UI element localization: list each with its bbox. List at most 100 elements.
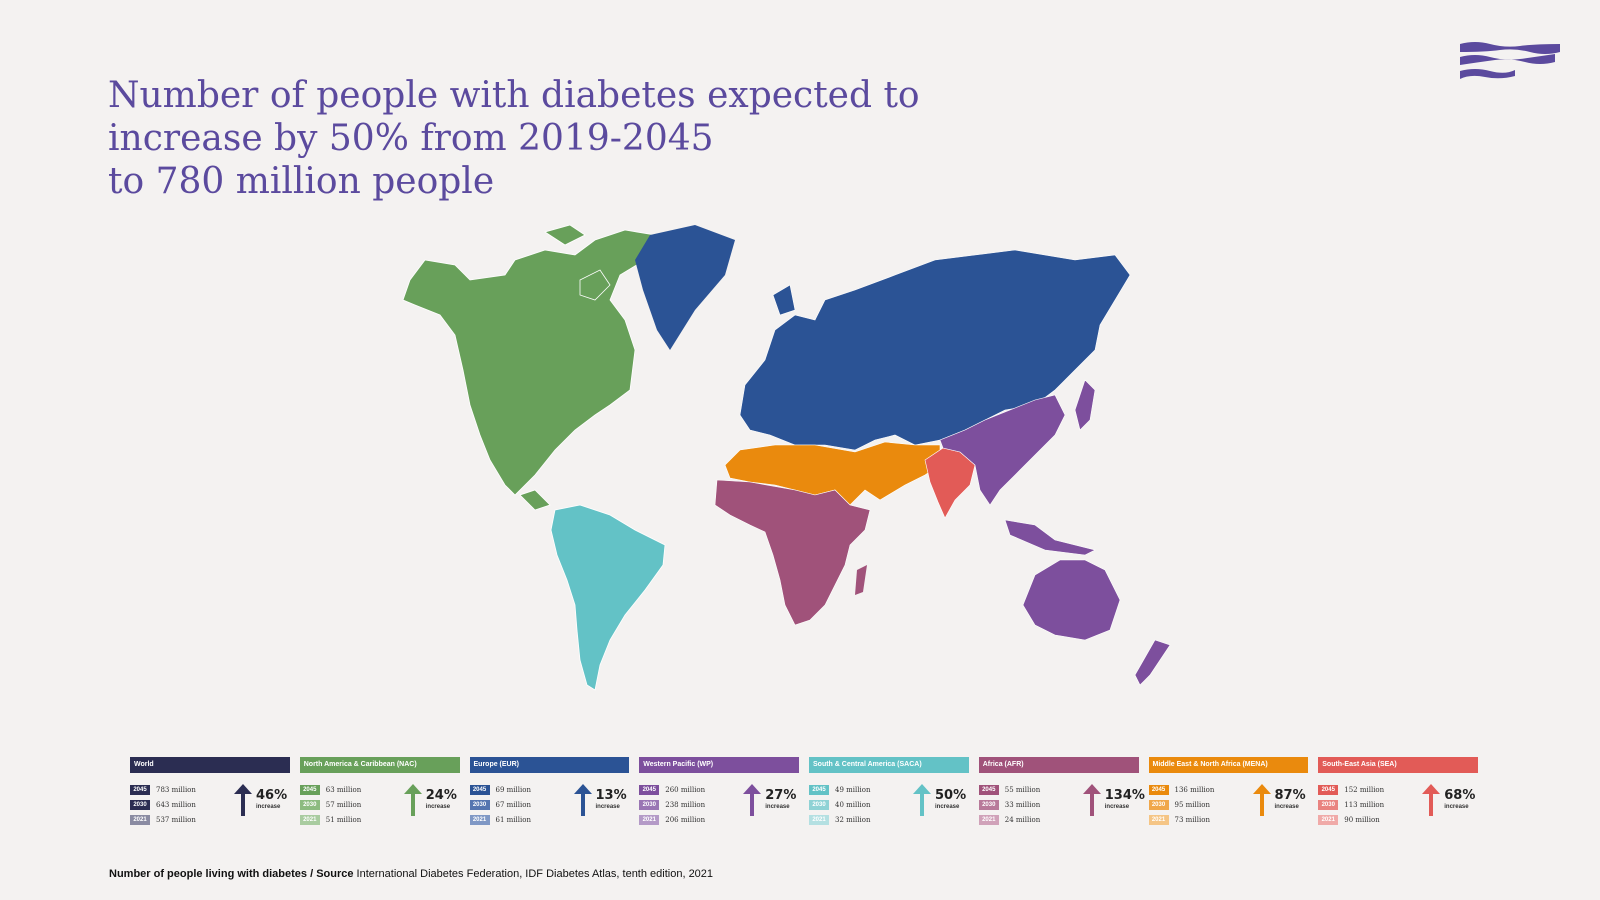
year-badge: 2045 bbox=[130, 784, 150, 795]
year-badge: 2045 bbox=[639, 784, 660, 795]
value: 152 million bbox=[1344, 785, 1385, 794]
increase-label: increase bbox=[1274, 804, 1299, 810]
row-2021: 2021 73 million bbox=[1148, 812, 1215, 827]
legend-world: World 2045 783 million 2030 643 million 20… bbox=[130, 757, 292, 825]
year-badge: 2021 bbox=[978, 814, 999, 825]
region-legend: World 2045 783 million 2030 643 million 20… bbox=[130, 757, 1480, 825]
increase-label: increase bbox=[425, 804, 451, 810]
row-2021: 2021 537 million bbox=[130, 812, 196, 827]
region-header: World bbox=[130, 757, 290, 773]
year-badge: 2045 bbox=[1318, 784, 1339, 795]
region-header: South & Central America (SACA) bbox=[809, 757, 969, 773]
increase-block: 68% increase bbox=[1420, 782, 1480, 822]
row-2045: 2045 152 million bbox=[1318, 782, 1384, 797]
region-header: South-East Asia (SEA) bbox=[1318, 757, 1478, 773]
row-2021: 2021 51 million bbox=[299, 812, 362, 827]
increase-block: 24% increase bbox=[402, 782, 462, 822]
year-badge: 2021 bbox=[809, 814, 829, 825]
region-header: Middle East & North Africa (MENA) bbox=[1148, 757, 1309, 773]
source-text: International Diabetes Federation, IDF D… bbox=[353, 868, 714, 880]
year-badge: 2021 bbox=[1148, 814, 1169, 825]
row-2030: 2030 95 million bbox=[1148, 797, 1215, 812]
increase-label: increase bbox=[765, 804, 790, 810]
increase-block: 50% increase bbox=[911, 782, 971, 822]
legend-eur: Europe (EUR) 2045 69 million 2030 67 milli… bbox=[469, 757, 630, 825]
legend-wp: Western Pacific (WP) 2045 260 million 203… bbox=[639, 757, 801, 825]
row-2045: 2045 55 million bbox=[978, 782, 1041, 797]
value: 61 million bbox=[495, 815, 531, 824]
year-badge: 2030 bbox=[130, 799, 150, 810]
title-line-3: to 780 million people bbox=[108, 161, 495, 202]
value: 49 million bbox=[835, 785, 871, 794]
source-label: Number of people living with diabetes / … bbox=[109, 868, 354, 880]
year-badge: 2021 bbox=[130, 814, 150, 825]
arrow-up-icon bbox=[1252, 784, 1271, 816]
region-eur-shape bbox=[739, 249, 1131, 451]
increase-block: 46% increase bbox=[232, 782, 292, 822]
logo-icon bbox=[1460, 42, 1560, 79]
world-map bbox=[402, 224, 1171, 691]
value: 95 million bbox=[1174, 800, 1210, 809]
arrow-up-icon bbox=[573, 784, 592, 816]
region-wp-shape bbox=[939, 379, 1171, 686]
increase-percent: 13% bbox=[595, 788, 627, 803]
value: 783 million bbox=[156, 785, 196, 794]
arrow-up-icon bbox=[1422, 784, 1441, 816]
year-badge: 2045 bbox=[1148, 784, 1169, 795]
row-2045: 2045 63 million bbox=[299, 782, 362, 797]
row-2045: 2045 69 million bbox=[469, 782, 531, 797]
increase-block: 87% increase bbox=[1251, 782, 1311, 822]
value: 113 million bbox=[1344, 800, 1385, 809]
legend-nac: North America & Caribbean (NAC) 2045 63 m… bbox=[299, 757, 462, 825]
year-badge: 2021 bbox=[639, 814, 660, 825]
title-line-2: increase by 50% from 2019-2045 bbox=[108, 118, 714, 159]
value: 73 million bbox=[1174, 815, 1210, 824]
year-badge: 2030 bbox=[299, 799, 320, 810]
year-badge: 2021 bbox=[469, 814, 490, 825]
increase-percent: 134% bbox=[1104, 788, 1145, 803]
row-2030: 2030 40 million bbox=[809, 797, 870, 812]
increase-percent: 50% bbox=[935, 788, 967, 803]
page-title: Number of people with diabetes expected … bbox=[108, 74, 1008, 203]
increase-label: increase bbox=[1104, 804, 1130, 810]
value: 33 million bbox=[1004, 800, 1041, 809]
value: 238 million bbox=[665, 800, 706, 809]
year-badge: 2021 bbox=[1318, 814, 1339, 825]
row-2021: 2021 90 million bbox=[1318, 812, 1384, 827]
value: 67 million bbox=[495, 800, 531, 809]
year-badge: 2030 bbox=[978, 799, 999, 810]
row-2030: 2030 67 million bbox=[469, 797, 531, 812]
value: 206 million bbox=[665, 815, 706, 824]
value: 260 million bbox=[665, 785, 706, 794]
region-header: North America & Caribbean (NAC) bbox=[299, 757, 460, 773]
value: 63 million bbox=[325, 785, 362, 794]
increase-label: increase bbox=[595, 804, 620, 810]
year-badge: 2045 bbox=[978, 784, 999, 795]
arrow-up-icon bbox=[234, 784, 252, 816]
value: 643 million bbox=[156, 800, 196, 809]
legend-sea: South-East Asia (SEA) 2045 152 million 20… bbox=[1318, 757, 1480, 825]
value: 55 million bbox=[1004, 785, 1041, 794]
row-2021: 2021 24 million bbox=[978, 812, 1040, 827]
increase-block: 27% increase bbox=[741, 782, 801, 822]
year-badge: 2030 bbox=[1148, 799, 1169, 810]
year-badge: 2045 bbox=[809, 784, 829, 795]
increase-block: 134% increase bbox=[1081, 782, 1145, 822]
region-nac-shape bbox=[402, 224, 656, 511]
row-2045: 2045 136 million bbox=[1148, 782, 1215, 797]
row-2045: 2045 783 million bbox=[130, 782, 196, 797]
year-badge: 2045 bbox=[469, 784, 490, 795]
value: 51 million bbox=[325, 815, 362, 824]
increase-percent: 27% bbox=[765, 788, 797, 803]
value: 136 million bbox=[1174, 785, 1215, 794]
row-2045: 2045 49 million bbox=[809, 782, 870, 797]
increase-percent: 68% bbox=[1444, 788, 1476, 803]
source-note: Number of people living with diabetes / … bbox=[109, 868, 713, 880]
row-2030: 2030 33 million bbox=[978, 797, 1041, 812]
arrow-up-icon bbox=[913, 784, 931, 816]
legend-mena: Middle East & North Africa (MENA) 2045 13… bbox=[1148, 757, 1311, 825]
arrow-up-icon bbox=[743, 784, 762, 816]
year-badge: 2021 bbox=[299, 814, 320, 825]
region-saca-shape bbox=[550, 504, 666, 691]
row-2030: 2030 113 million bbox=[1318, 797, 1384, 812]
